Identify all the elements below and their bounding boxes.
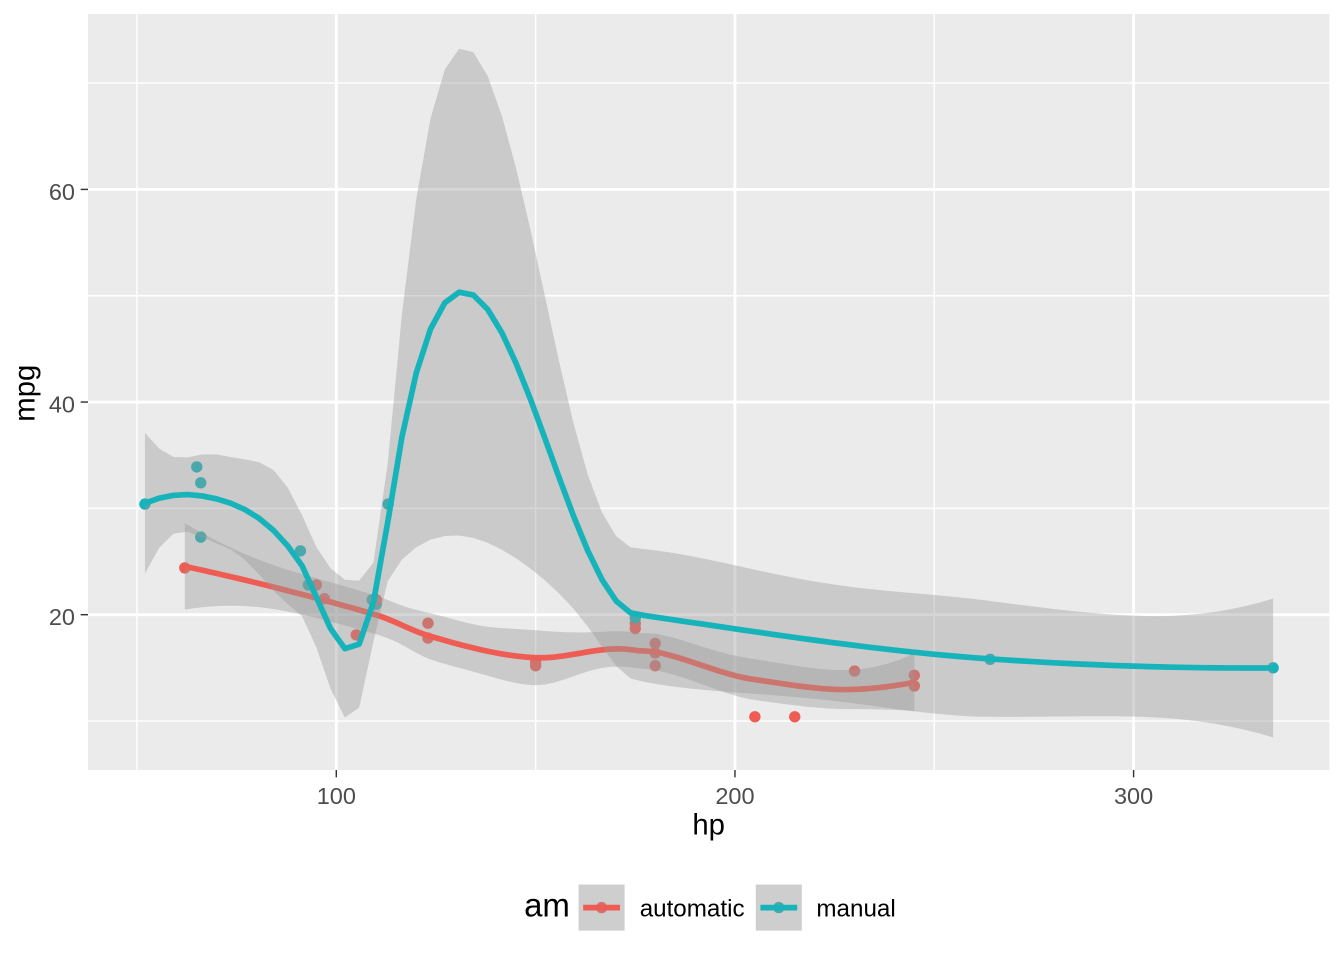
svg-text:40: 40 [49,392,75,418]
svg-text:60: 60 [49,179,75,205]
svg-text:automatic: automatic [640,896,745,923]
svg-text:200: 200 [715,783,754,809]
svg-text:mpg: mpg [9,365,42,422]
svg-text:hp: hp [692,809,725,842]
svg-text:20: 20 [49,604,75,630]
svg-text:300: 300 [1114,783,1153,809]
svg-text:manual: manual [816,896,895,923]
svg-text:am: am [524,887,570,924]
svg-text:100: 100 [317,783,356,809]
